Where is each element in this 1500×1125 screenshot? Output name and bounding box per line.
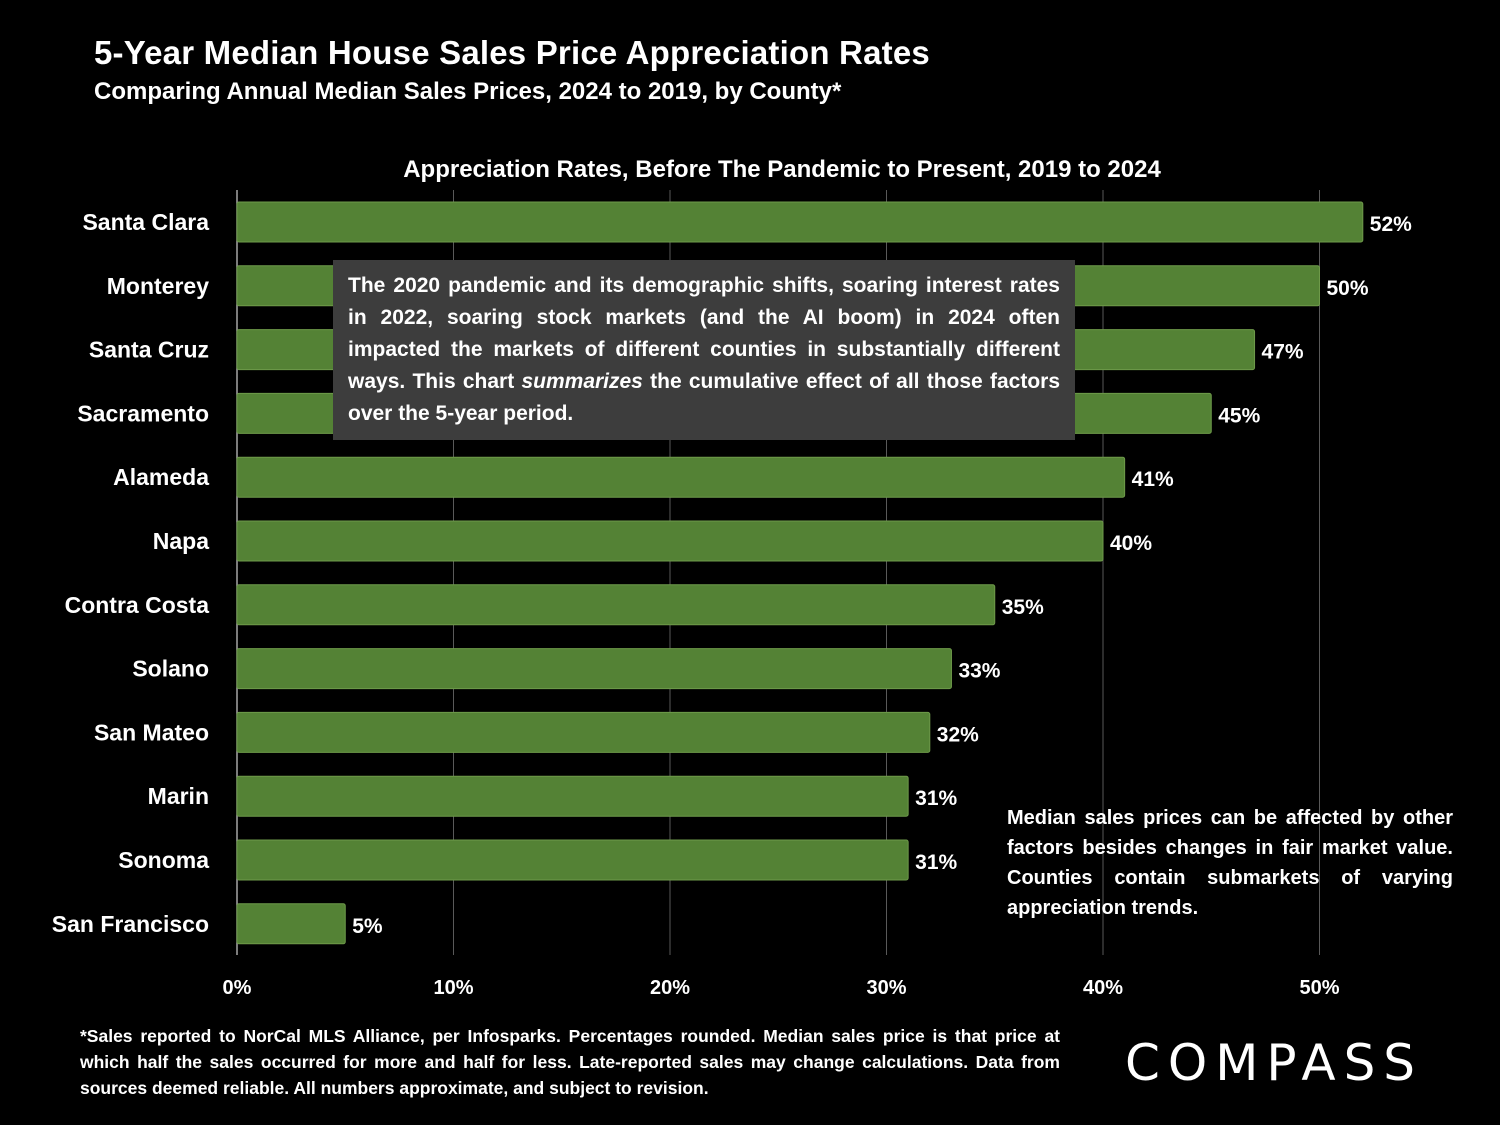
value-label: 47%	[1262, 341, 1304, 364]
bar-sonoma	[236, 839, 909, 881]
compass-logo: COMPASS	[1125, 1034, 1424, 1092]
value-label: 32%	[937, 723, 979, 746]
category-label: Marin	[148, 783, 209, 809]
x-tick-label: 10%	[433, 977, 473, 999]
bar-san-francisco	[236, 903, 346, 945]
callout-text-before: The 2020 pandemic and its demographic sh…	[348, 274, 1060, 393]
category-label: San Francisco	[52, 911, 209, 937]
pandemic-callout-box: The 2020 pandemic and its demographic sh…	[333, 260, 1075, 440]
value-label: 31%	[915, 787, 957, 810]
category-label: Sacramento	[77, 400, 209, 426]
page-title: 5-Year Median House Sales Price Apprecia…	[94, 34, 930, 71]
category-label: Alameda	[113, 464, 209, 490]
x-tick-label: 20%	[650, 977, 690, 999]
value-label: 45%	[1218, 404, 1260, 427]
median-price-note: Median sales prices can be affected by o…	[1007, 807, 1453, 919]
category-label: Contra Costa	[65, 592, 210, 618]
x-tick-label: 30%	[866, 977, 906, 999]
chart-title: Appreciation Rates, Before The Pandemic …	[403, 156, 1161, 183]
value-label: 33%	[958, 660, 1000, 683]
value-label: 5%	[352, 915, 383, 938]
value-label: 40%	[1110, 532, 1152, 555]
category-label: Santa Cruz	[89, 337, 209, 363]
x-tick-label: 50%	[1299, 977, 1339, 999]
bar-marin	[236, 775, 909, 817]
bar-napa	[236, 520, 1104, 562]
x-tick-label: 0%	[223, 977, 252, 999]
category-label: Santa Clara	[82, 209, 209, 235]
bar-solano	[236, 648, 952, 690]
category-label: Sonoma	[118, 847, 209, 873]
bar-san-mateo	[236, 711, 931, 753]
callout-emphasis: summarizes	[521, 370, 643, 393]
value-label: 41%	[1132, 468, 1174, 491]
category-label: San Mateo	[94, 719, 209, 745]
value-label: 35%	[1002, 596, 1044, 619]
page-subtitle: Comparing Annual Median Sales Prices, 20…	[94, 78, 842, 105]
category-label: Monterey	[107, 273, 209, 299]
value-label: 52%	[1370, 213, 1412, 236]
value-label: 50%	[1327, 277, 1369, 300]
chart-labels: 0% 10% 20% 30% 40% 50% Santa Clara 52% Monterey 5…	[52, 209, 1412, 999]
value-label: 31%	[915, 851, 957, 874]
bar-santa-clara	[236, 201, 1364, 243]
category-label: Napa	[153, 528, 209, 554]
source-footnote: *Sales reported to NorCal MLS Alliance, …	[80, 1026, 1060, 1098]
category-label: Solano	[132, 656, 209, 682]
bar-alameda	[236, 456, 1126, 498]
bar-contra-costa	[236, 584, 996, 626]
callout-text-after: the cumulative effect of all those facto…	[348, 370, 1061, 425]
x-tick-label: 40%	[1083, 977, 1123, 999]
